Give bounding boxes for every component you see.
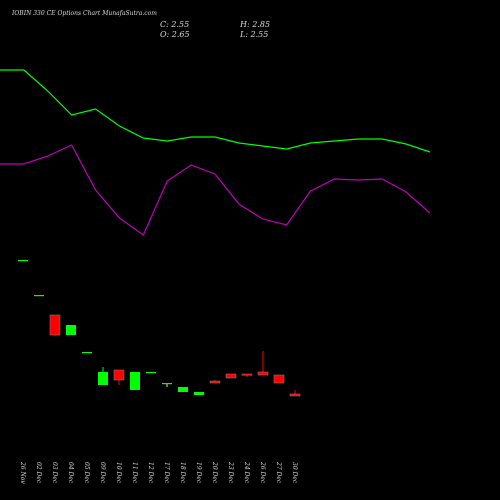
x-tick-label: 17 Dec <box>163 462 170 484</box>
x-tick-label: 30 Dec <box>291 462 298 484</box>
chart-title: IOBIN 330 CE Options Chart MunafaSutra.c… <box>11 10 157 17</box>
candle-body <box>130 372 140 390</box>
candle-body <box>66 325 76 335</box>
candle-body <box>34 295 44 297</box>
ohlc-low: L: 2.55 <box>239 30 268 39</box>
candle-body <box>162 383 172 385</box>
x-tick-label: 10 Dec <box>115 462 122 484</box>
x-tick-label: 27 Dec <box>275 461 282 484</box>
x-tick-label: 11 Dec <box>131 462 138 484</box>
ohlc-close: C: 2.55 <box>160 20 189 29</box>
ohlc-high: H: 2.85 <box>239 20 270 29</box>
candle-body <box>98 372 108 385</box>
x-tick-label: 26 Dec <box>259 461 266 484</box>
x-tick-label: 20 Dec <box>211 461 218 484</box>
candle-body <box>18 260 28 262</box>
x-tick-label: 24 Dec <box>243 461 250 484</box>
candle-body <box>209 380 221 384</box>
candle-body <box>273 374 285 384</box>
x-tick-label: 09 Dec <box>99 462 106 484</box>
indicator-line <box>0 144 431 236</box>
x-tick-label: 05 Dec <box>83 462 90 484</box>
x-tick-label: 12 Dec <box>147 462 154 484</box>
candle-body <box>82 352 92 354</box>
x-tick-label: 19 Dec <box>195 462 202 484</box>
x-tick-label: 03 Dec <box>51 462 58 484</box>
x-tick-label: 04 Dec <box>67 462 74 484</box>
ohlc-open: O: 2.65 <box>160 30 190 39</box>
candle-body <box>289 393 301 397</box>
candle-body <box>194 392 204 395</box>
candle-body <box>257 371 269 376</box>
indicator-line <box>0 69 431 153</box>
x-tick-label: 23 Dec <box>227 461 234 484</box>
x-tick-label: 18 Dec <box>179 462 186 484</box>
x-tick-label: 02 Dec <box>35 462 42 484</box>
candle-body <box>241 373 253 376</box>
candle-body <box>178 387 188 392</box>
candle-body <box>225 373 237 379</box>
x-tick-label: 26 Nov <box>19 461 26 484</box>
candle-body <box>49 314 61 336</box>
candle-body <box>146 372 156 374</box>
candle-body <box>113 369 125 381</box>
